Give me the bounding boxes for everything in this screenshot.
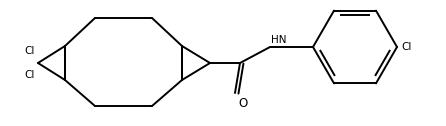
- Text: O: O: [238, 97, 247, 110]
- Text: Cl: Cl: [25, 46, 35, 56]
- Text: Cl: Cl: [25, 70, 35, 80]
- Text: HN: HN: [271, 35, 286, 45]
- Text: Cl: Cl: [401, 42, 411, 52]
